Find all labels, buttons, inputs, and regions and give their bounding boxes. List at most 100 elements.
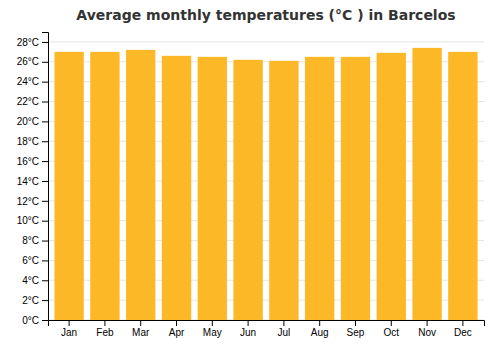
tick-mark [42,320,48,321]
tick: 4°C [22,275,48,286]
bar [341,57,370,320]
axis-line [42,33,49,321]
tick-label: 0°C [22,315,39,326]
tick: 28°C [17,37,48,48]
bar [269,61,298,320]
tick-label: Dec [454,327,472,338]
tick: 12°C [17,196,48,207]
tick-mark [69,320,70,326]
bar [90,52,119,320]
tick-label: 4°C [22,275,39,286]
tick: 26°C [17,56,48,67]
tick-label: May [203,327,222,338]
tick-label: 20°C [17,116,39,127]
plot: Jan Feb Mar Apr May Jun Jul Aug Sep Oct Nov Dec 0°C 2… [17,33,485,339]
tick-label: 28°C [17,37,39,48]
tick-label: Feb [96,327,114,338]
tick-mark [42,280,48,281]
tick-label: 22°C [17,96,39,107]
bar [305,57,334,320]
tick: Nov [418,320,436,338]
chart: Jan Feb Mar Apr May Jun Jul Aug Sep Oct Nov Dec 0°C 2… [0,0,500,350]
tick: Dec [454,320,472,338]
tick-label: 14°C [17,176,39,187]
tick-label: 2°C [22,295,39,306]
tick: Feb [96,320,114,338]
grid [48,42,484,320]
tick-mark [283,320,284,326]
y-axis: 0°C 2°C 4°C 6°C 8°C 10°C 12°C 14°C 16°C 18°C 20°C 2… [17,33,49,326]
tick-mark [42,141,48,142]
tick: 20°C [17,116,48,127]
tick-label: Apr [169,327,185,338]
tick: 6°C [22,255,48,266]
grid-line [48,41,484,42]
tick-label: 16°C [17,156,39,167]
tick-label: Nov [418,327,436,338]
tick-label: Mar [132,327,150,338]
tick-mark [42,121,48,122]
tick-mark [42,201,48,202]
tick-mark [248,320,249,326]
tick-label: Aug [311,327,329,338]
tick-mark [462,320,463,326]
tick-label: Oct [384,327,400,338]
tick-mark [42,300,48,301]
tick-mark [42,62,48,63]
tick-mark [212,320,213,326]
tick-mark [104,320,105,326]
tick-mark [42,102,48,103]
tick: 24°C [17,76,48,87]
tick-mark [42,42,48,43]
tick-mark [42,181,48,182]
tick: Jun [240,320,256,338]
tick-mark [42,241,48,242]
tick-label: 18°C [17,136,39,147]
bar [448,52,477,320]
tick-mark [355,320,356,326]
tick-label: 8°C [22,235,39,246]
bars [54,48,477,320]
x-axis: Jan Feb Mar Apr May Jun Jul Aug Sep Oct Nov Dec [49,320,485,338]
bar [162,56,191,320]
tick-mark [42,221,48,222]
tick: Jul [277,320,290,338]
tick: Oct [384,320,400,338]
bar [126,50,155,320]
tick: 22°C [17,96,48,107]
tick: Aug [311,320,329,338]
tick: Jan [61,320,77,338]
tick-mark [140,320,141,326]
tick-label: 26°C [17,56,39,67]
tick-mark [427,320,428,326]
bar [233,60,262,320]
tick-mark [42,82,48,83]
tick-label: 10°C [17,215,39,226]
tick-label: Jun [240,327,256,338]
axis-line [49,321,485,327]
tick: 10°C [17,215,48,226]
tick-mark [42,260,48,261]
tick: Apr [169,320,185,338]
tick-label: Jul [277,327,290,338]
bar [377,53,406,320]
bar [198,57,227,320]
tick-label: 12°C [17,196,39,207]
tick-label: Sep [347,327,365,338]
tick: 18°C [17,136,48,147]
tick: Sep [347,320,365,338]
tick: Mar [132,320,150,338]
bar [54,52,83,320]
tick: 8°C [22,235,48,246]
tick-mark [391,320,392,326]
tick-label: 24°C [17,76,39,87]
tick: May [203,320,222,338]
tick-mark [319,320,320,326]
tick: 2°C [22,295,48,306]
tick: 16°C [17,156,48,167]
tick-mark [176,320,177,326]
tick-mark [42,161,48,162]
bar [412,48,441,320]
tick: 0°C [22,315,48,326]
tick-label: 6°C [22,255,39,266]
